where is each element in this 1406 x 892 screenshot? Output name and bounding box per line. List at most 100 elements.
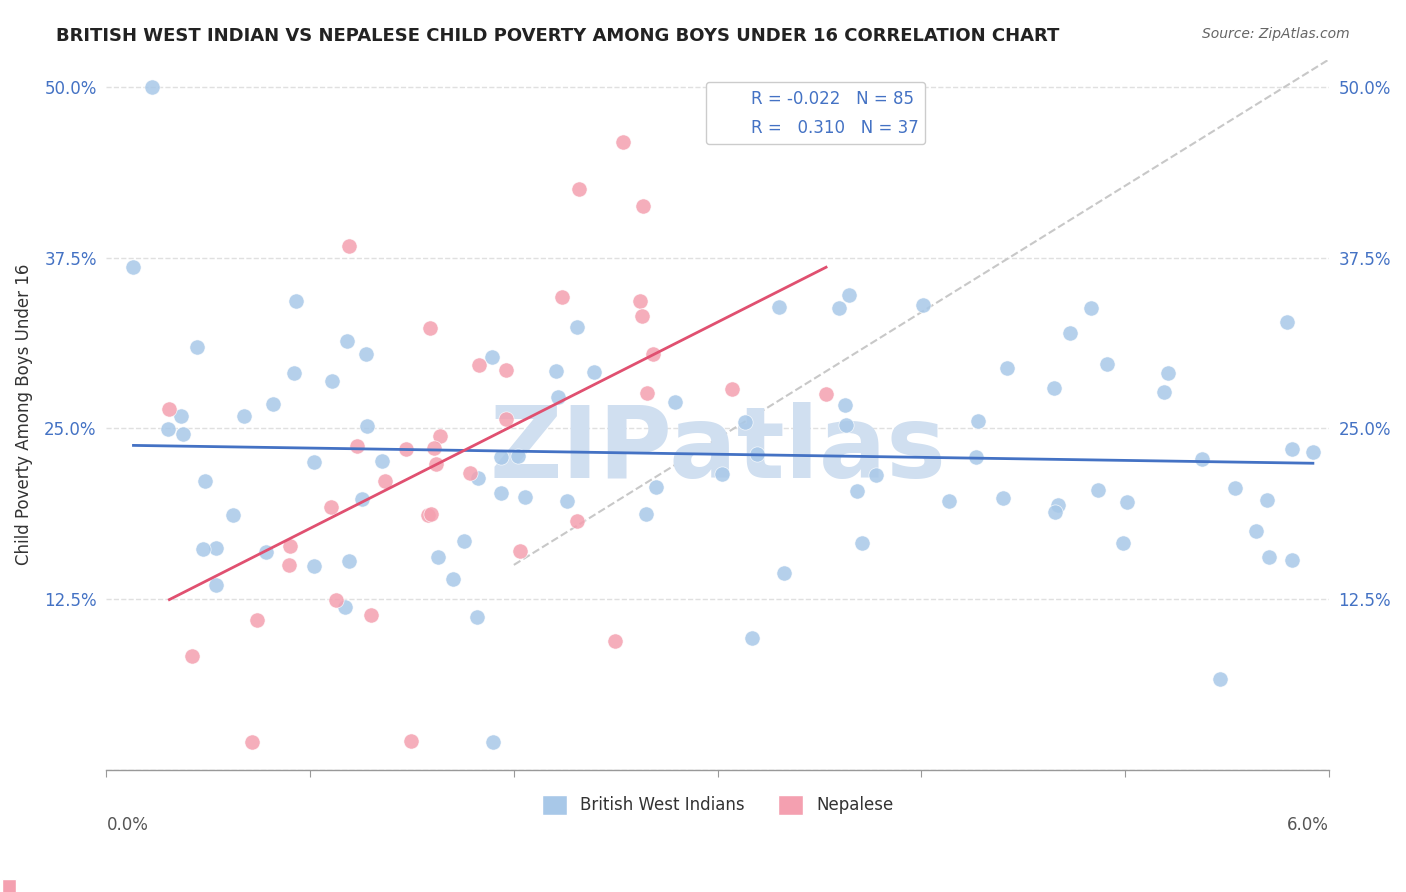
Point xyxy=(337,554,360,568)
Point xyxy=(551,289,574,303)
Point xyxy=(1244,524,1267,538)
Point xyxy=(1191,451,1213,466)
Point xyxy=(172,426,194,441)
Point xyxy=(429,429,451,443)
Point xyxy=(582,365,605,379)
Point xyxy=(395,442,418,457)
Point xyxy=(747,447,769,461)
Point xyxy=(453,534,475,549)
Point xyxy=(418,508,440,522)
Point xyxy=(555,494,578,508)
Point xyxy=(835,417,858,432)
Text: ZIPatlas: ZIPatlas xyxy=(489,401,946,499)
Point xyxy=(1116,495,1139,509)
Legend: British West Indians, Nepalese: British West Indians, Nepalese xyxy=(534,789,900,822)
Point xyxy=(773,566,796,580)
Point xyxy=(741,631,763,645)
Point xyxy=(1153,384,1175,399)
Point xyxy=(664,394,686,409)
Point xyxy=(815,386,838,401)
Point xyxy=(278,540,301,554)
Point xyxy=(465,609,488,624)
Point xyxy=(995,360,1018,375)
Point xyxy=(734,415,756,429)
Point xyxy=(641,346,664,360)
Point xyxy=(768,300,790,314)
Point xyxy=(481,350,503,364)
Point xyxy=(628,293,651,308)
Point xyxy=(828,301,851,316)
Point xyxy=(374,475,396,489)
Point xyxy=(834,398,856,412)
Point xyxy=(263,397,285,411)
Point xyxy=(1087,483,1109,498)
Point xyxy=(965,450,987,464)
Y-axis label: Child Poverty Among Boys Under 16: Child Poverty Among Boys Under 16 xyxy=(15,264,32,566)
Point xyxy=(321,374,343,388)
Point xyxy=(277,558,299,572)
Point xyxy=(634,507,657,521)
Point xyxy=(441,572,464,586)
Point xyxy=(122,260,145,275)
Point xyxy=(458,466,481,480)
Point xyxy=(222,508,245,523)
Point xyxy=(425,457,447,471)
Point xyxy=(1112,536,1135,550)
Point xyxy=(468,358,491,372)
Point xyxy=(254,545,277,559)
Point xyxy=(846,483,869,498)
Point xyxy=(1059,326,1081,340)
Point xyxy=(335,600,357,615)
Text: 0.0%: 0.0% xyxy=(107,816,149,834)
Point xyxy=(423,442,446,456)
Point xyxy=(193,541,215,556)
Text: 6.0%: 6.0% xyxy=(1286,816,1329,834)
Point xyxy=(371,453,394,467)
Point xyxy=(495,363,517,377)
Point xyxy=(352,492,374,507)
Point xyxy=(495,411,517,425)
Point xyxy=(194,474,217,488)
Point xyxy=(851,535,873,549)
Point xyxy=(246,613,269,627)
Point xyxy=(467,470,489,484)
Point xyxy=(1208,672,1230,686)
Point xyxy=(186,340,208,354)
Point xyxy=(938,493,960,508)
Point xyxy=(547,390,569,404)
Point xyxy=(1080,301,1102,315)
Point xyxy=(157,401,180,416)
Point xyxy=(838,288,860,302)
Point xyxy=(419,321,441,335)
Point xyxy=(544,364,567,378)
Point xyxy=(1258,550,1281,565)
Point xyxy=(141,79,163,94)
Point xyxy=(304,558,326,573)
Point xyxy=(1043,505,1066,519)
Point xyxy=(565,514,588,528)
Point xyxy=(240,735,263,749)
Point xyxy=(482,735,505,749)
Point xyxy=(325,592,347,607)
Point xyxy=(346,440,368,454)
Point xyxy=(205,541,228,556)
Point xyxy=(1256,492,1278,507)
Point xyxy=(721,382,744,396)
Point xyxy=(283,366,305,380)
Point xyxy=(336,334,359,348)
Point xyxy=(491,450,513,464)
Point xyxy=(399,734,422,748)
Point xyxy=(1281,552,1303,566)
Point xyxy=(636,386,658,401)
Point xyxy=(181,648,204,663)
Point xyxy=(426,549,449,564)
Point xyxy=(506,449,529,463)
Point xyxy=(565,320,588,334)
Point xyxy=(603,633,626,648)
Point xyxy=(233,409,256,423)
Point xyxy=(339,238,361,252)
Point xyxy=(157,422,180,436)
Point xyxy=(966,414,988,428)
Point xyxy=(912,298,935,312)
Point xyxy=(360,607,382,622)
